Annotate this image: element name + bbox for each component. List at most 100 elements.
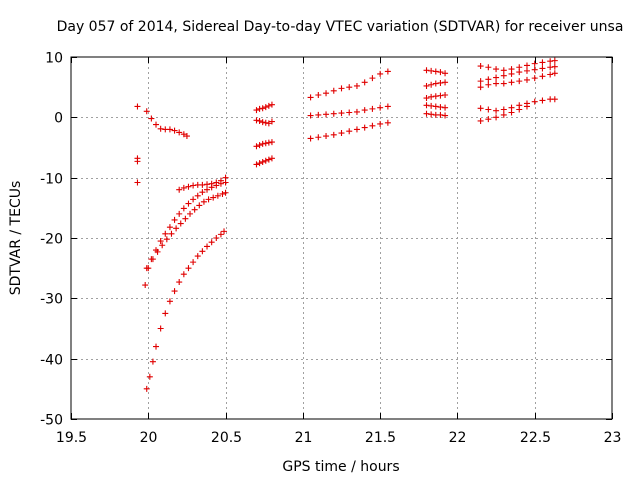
data-point <box>182 215 189 222</box>
data-point <box>204 243 211 250</box>
data-point <box>199 181 206 188</box>
data-point <box>500 111 507 118</box>
x-tick-label: 20 <box>140 430 158 446</box>
data-point <box>551 57 558 64</box>
series-arc-f <box>253 101 275 114</box>
axis-ticks: 19.5 20 20.5 21 21.5 22 22.5 23 -50 -40 -30 -20 -10 0… <box>40 51 621 447</box>
data-point <box>500 72 507 79</box>
data-point <box>346 128 353 135</box>
data-point <box>196 202 203 209</box>
data-point <box>531 98 538 105</box>
data-point <box>265 139 272 146</box>
series-arc-u <box>477 96 558 114</box>
data-point <box>185 183 192 190</box>
series-arc-c <box>142 189 229 289</box>
data-point <box>539 73 546 80</box>
data-point <box>166 298 173 305</box>
data-point <box>200 198 207 205</box>
series-arc-k <box>307 103 391 119</box>
grid-lines <box>71 57 612 419</box>
data-point <box>477 84 484 91</box>
series-arc-b <box>143 228 228 392</box>
data-point <box>437 104 444 111</box>
data-point <box>323 90 330 97</box>
data-point <box>369 105 376 112</box>
data-point <box>187 210 194 217</box>
data-point <box>176 279 183 286</box>
data-point <box>134 103 141 110</box>
data-point <box>369 75 376 82</box>
data-point <box>162 230 169 237</box>
data-point <box>338 110 345 117</box>
data-point <box>477 78 484 85</box>
data-point <box>307 94 314 101</box>
series-arc-v <box>477 103 530 124</box>
data-point <box>500 106 507 113</box>
series-arc-h <box>253 139 275 150</box>
data-point <box>153 121 160 128</box>
data-point <box>259 105 266 112</box>
data-point <box>539 65 546 72</box>
data-point <box>221 228 228 235</box>
data-point <box>423 82 430 89</box>
data-point <box>500 80 507 87</box>
data-point <box>256 142 263 149</box>
series-arc-r <box>477 57 558 74</box>
data-point <box>377 120 384 127</box>
data-point <box>134 158 141 165</box>
data-point <box>268 155 275 162</box>
data-point <box>176 186 183 193</box>
data-point <box>477 63 484 70</box>
series-arc-i <box>253 155 275 168</box>
data-point <box>163 236 170 243</box>
data-point <box>159 242 166 249</box>
x-tick-label: 19.5 <box>56 430 87 446</box>
data-point <box>171 216 178 223</box>
data-point <box>190 259 197 266</box>
data-point <box>437 92 444 99</box>
data-point <box>222 174 229 181</box>
data-point <box>176 210 183 217</box>
data-point <box>353 108 360 115</box>
data-point <box>166 126 173 133</box>
data-point <box>323 133 330 140</box>
series-arc-q <box>423 110 449 119</box>
series-arc-g <box>253 117 275 127</box>
data-point <box>153 343 160 350</box>
data-point <box>531 60 538 67</box>
series-arc-m <box>423 67 449 77</box>
data-point <box>315 92 322 99</box>
data-point <box>523 103 530 110</box>
data-point <box>153 247 160 254</box>
data-point <box>259 119 266 126</box>
data-point <box>551 63 558 70</box>
x-tick-label: 22 <box>449 430 467 446</box>
y-tick-label: -40 <box>40 353 63 369</box>
data-point <box>428 67 435 74</box>
data-point <box>493 80 500 87</box>
data-point <box>149 358 156 365</box>
y-axis-label: SDTVAR / TECUs <box>8 181 24 296</box>
data-point <box>262 104 269 111</box>
data-point <box>485 64 492 71</box>
data-point <box>256 160 263 167</box>
x-tick-label: 21 <box>295 430 313 446</box>
data-point <box>213 235 220 241</box>
data-point <box>442 104 449 111</box>
data-point <box>485 116 492 123</box>
series-arc-s <box>477 63 558 85</box>
data-point <box>204 186 211 193</box>
data-point <box>437 111 444 118</box>
data-point <box>477 117 484 124</box>
data-point <box>315 134 322 141</box>
data-point <box>180 131 187 138</box>
data-point <box>442 92 449 99</box>
data-point <box>485 81 492 88</box>
y-tick-label: -50 <box>40 413 63 429</box>
data-point <box>428 102 435 109</box>
y-tick-label: -10 <box>40 172 63 188</box>
data-point <box>217 177 224 184</box>
data-point <box>173 225 180 232</box>
series-arc-j <box>307 68 391 101</box>
data-point <box>143 385 150 392</box>
